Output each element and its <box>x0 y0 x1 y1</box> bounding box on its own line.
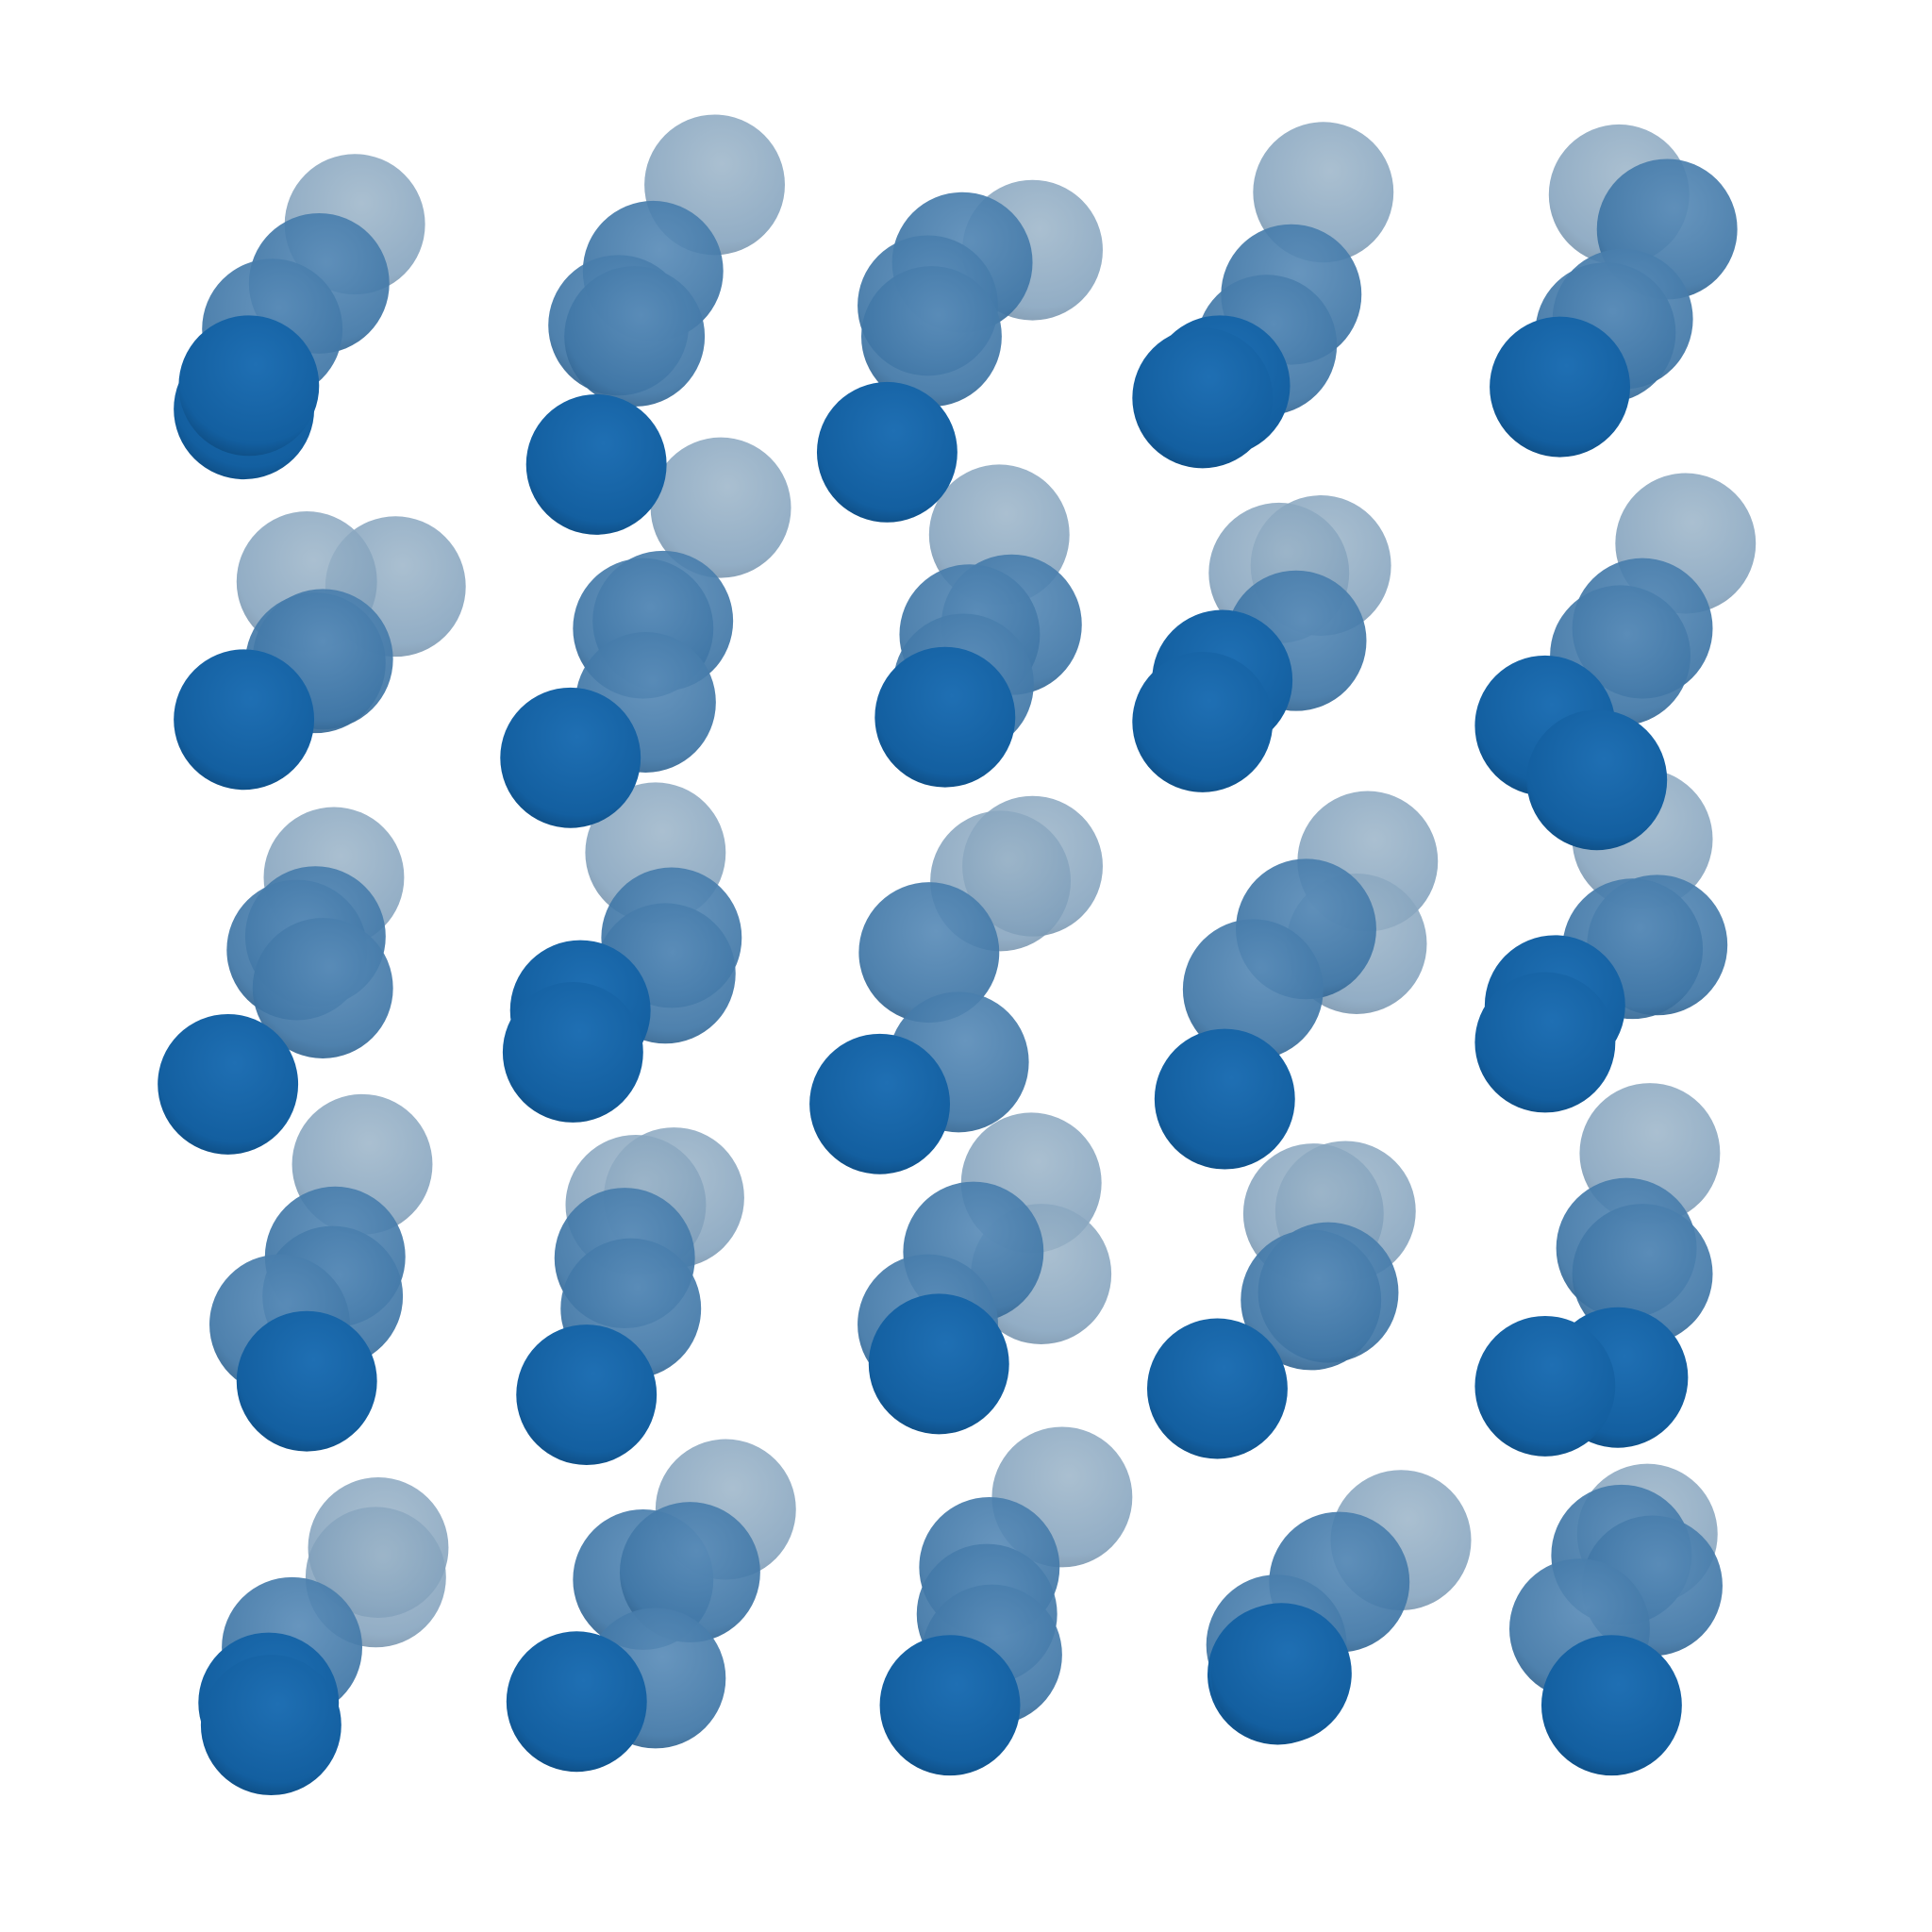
sphere <box>525 393 667 535</box>
sphere <box>1526 709 1668 851</box>
sphere <box>1541 1635 1682 1776</box>
sphere <box>858 882 1000 1024</box>
sphere <box>816 381 958 523</box>
sphere <box>1474 972 1616 1113</box>
near-spheres <box>158 315 1689 1796</box>
sphere <box>1132 327 1274 469</box>
sphere <box>650 437 791 578</box>
sphere <box>879 1635 1021 1776</box>
sphere <box>1182 919 1324 1060</box>
sphere <box>1474 1315 1616 1457</box>
sphere <box>1210 1603 1352 1744</box>
sphere <box>252 918 393 1058</box>
sphere <box>500 687 641 828</box>
sphere <box>868 1293 1009 1435</box>
sphere <box>174 649 315 791</box>
sphere <box>1132 651 1274 792</box>
sphere <box>1241 1229 1382 1371</box>
sphere <box>1490 316 1630 458</box>
sphere <box>1147 1318 1288 1459</box>
sphere <box>158 1013 299 1155</box>
sphere <box>236 1310 377 1452</box>
sphere <box>619 1502 760 1643</box>
sphere <box>1154 1028 1295 1170</box>
sphere <box>178 315 320 457</box>
sphere <box>506 1631 647 1773</box>
sphere <box>200 1655 341 1796</box>
sphere <box>809 1033 951 1174</box>
sphere <box>860 266 1002 408</box>
sphere <box>516 1324 658 1465</box>
sphere <box>564 266 706 408</box>
sphere <box>502 981 643 1123</box>
sphere <box>874 646 1016 788</box>
